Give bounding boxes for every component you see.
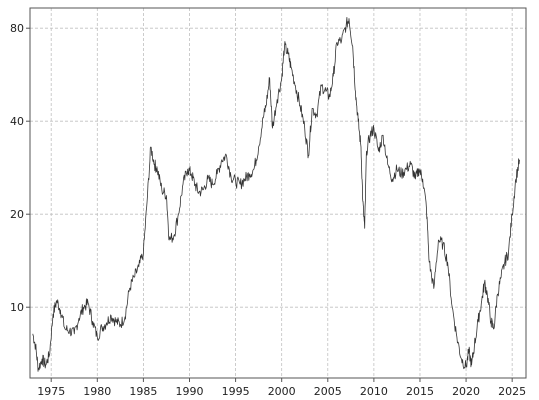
y-tick-label: 10 bbox=[10, 301, 24, 314]
x-tick-label: 2010 bbox=[360, 385, 388, 398]
x-axis: 1975 1980 1985 1990 1995 2000 2005 2010 2015 2020… bbox=[37, 378, 526, 398]
x-tick-label: 2015 bbox=[406, 385, 434, 398]
x-tick-label: 1975 bbox=[37, 385, 65, 398]
x-tick-label: 1985 bbox=[129, 385, 157, 398]
x-tick-label: 2000 bbox=[268, 385, 296, 398]
x-tick-label: 2020 bbox=[452, 385, 480, 398]
x-tick-label: 2005 bbox=[314, 385, 342, 398]
grid-lines bbox=[30, 8, 526, 378]
y-tick-label: 20 bbox=[10, 208, 24, 221]
x-tick-label: 1995 bbox=[222, 385, 250, 398]
plot-frame bbox=[29, 7, 527, 379]
x-tick-label: 1990 bbox=[175, 385, 203, 398]
y-tick-label: 80 bbox=[10, 22, 24, 35]
y-axis: 10 20 40 80 bbox=[10, 22, 30, 314]
x-tick-label: 2025 bbox=[498, 385, 526, 398]
x-tick-label: 1980 bbox=[83, 385, 111, 398]
y-tick-label: 40 bbox=[10, 115, 24, 128]
series-group bbox=[32, 17, 520, 372]
series-line bbox=[32, 17, 520, 372]
